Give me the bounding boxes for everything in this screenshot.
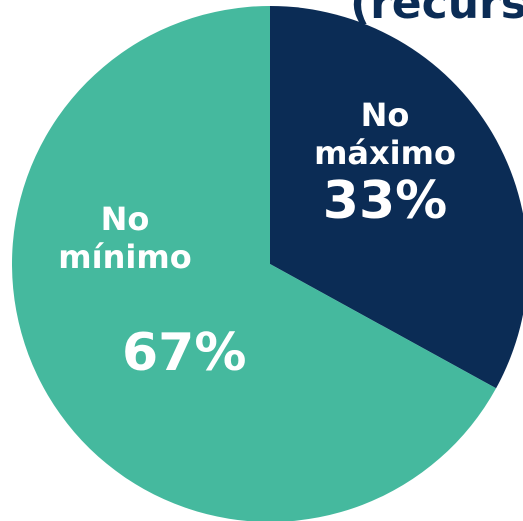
slice-label-max: No máximo 33% [300, 96, 470, 230]
chart-title-fragment: (recurs [350, 0, 523, 29]
slice-percent-min: 67% [122, 322, 247, 383]
pie-slice-min [12, 6, 497, 521]
slice-name-min-line1: No [100, 200, 150, 238]
slice-label-min: No mínimo 67% [50, 200, 247, 383]
slice-name-max-line1: No [360, 96, 410, 134]
slice-name-min-line2: mínimo [58, 238, 192, 277]
pie-slice-max [270, 6, 523, 389]
slice-percent-max: 33% [322, 170, 448, 231]
slice-name-max-line2: máximo [314, 134, 456, 173]
